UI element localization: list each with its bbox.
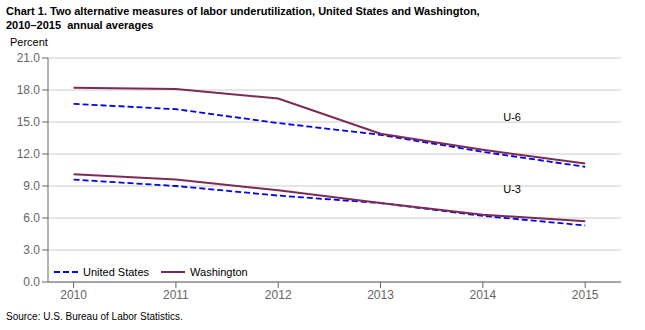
- svg-text:2013: 2013: [367, 288, 394, 302]
- svg-text:6.0: 6.0: [23, 211, 40, 225]
- html-text:Percent: Percent: [10, 36, 48, 48]
- svg-text:U-6: U-6: [503, 111, 521, 123]
- html-text:Source: U.S. Bureau of Labor S: Source: U.S. Bureau of Labor Statistics.: [6, 311, 183, 322]
- html-text:Washington: Washington: [190, 266, 248, 278]
- svg-text:15.0: 15.0: [17, 115, 41, 129]
- svg-text:2010: 2010: [60, 288, 87, 302]
- svg-text:2011: 2011: [163, 288, 189, 302]
- svg-text:18.0: 18.0: [17, 83, 41, 97]
- svg-text:U-3: U-3: [503, 183, 521, 195]
- svg-text:9.0: 9.0: [23, 179, 40, 193]
- svg-text:21.0: 21.0: [17, 51, 41, 65]
- html-text:United States: United States: [83, 266, 149, 278]
- svg-text:2012: 2012: [265, 288, 292, 302]
- svg-text:2014: 2014: [470, 288, 497, 302]
- html-text:Chart 1. Two alternative measu: Chart 1. Two alternative measures of lab…: [6, 5, 480, 17]
- svg-text:3.0: 3.0: [23, 243, 40, 257]
- svg-text:2015: 2015: [572, 288, 599, 302]
- html-text:2010–2015 annual averages: 2010–2015 annual averages: [6, 19, 154, 31]
- svg-text:12.0: 12.0: [17, 147, 41, 161]
- svg-text:0.0: 0.0: [23, 275, 40, 289]
